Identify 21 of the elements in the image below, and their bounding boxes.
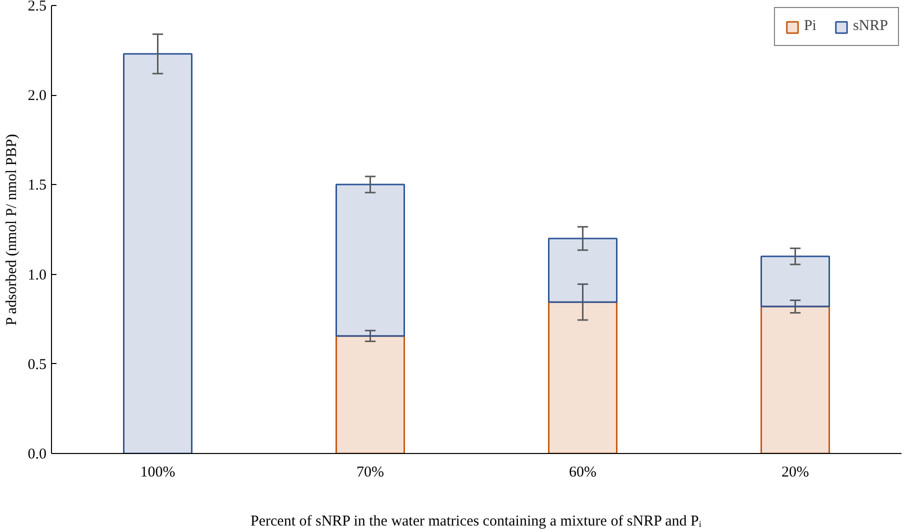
bar [123,53,192,454]
x-tick-label: 100% [140,464,176,480]
y-tick-label: 2.0 [28,88,46,104]
x-tick-label: 60% [569,464,596,480]
bar [548,301,618,454]
y-tick-label: 0.0 [28,446,46,462]
y-tick-label: 1.0 [28,267,46,284]
bar [336,184,405,337]
y-tick-label: 1.5 [28,178,46,194]
legend-label: Pi [804,18,818,35]
y-tick-label: 2.5 [28,0,46,14]
bar [760,256,830,308]
bar [548,238,618,303]
y-tick-label: 0.5 [28,356,46,373]
legend-label: sNRP [852,18,888,35]
bar [336,335,405,454]
x-axis-title: Percent of sNRP in the water matrices containing a mixture of sNRP and Pᵢ [250,514,702,530]
x-tick-label: 20% [782,464,809,480]
x-tick-label: 70% [356,464,384,480]
y-axis-title: P adsorbed (nmol P/ nmol PBP) [4,134,20,326]
bar [760,306,830,454]
